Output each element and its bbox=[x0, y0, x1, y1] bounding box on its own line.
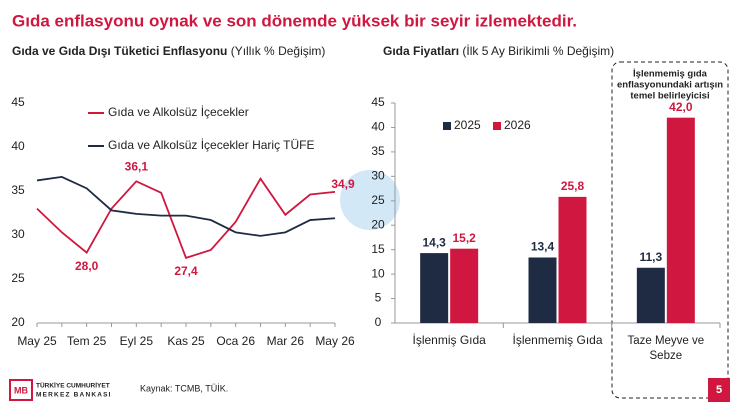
chart-subtitle: (Yıllık % Değişim) bbox=[227, 44, 325, 58]
legend-label: 2025 bbox=[454, 118, 481, 132]
y-tick-label: 25 bbox=[11, 271, 25, 285]
y-tick-label: 35 bbox=[371, 144, 385, 158]
x-tick-label: Mar 26 bbox=[267, 334, 305, 348]
annotation: İşlenmemiş gıda bbox=[633, 69, 708, 80]
bank-name: MERKEZ BANKASI bbox=[36, 392, 112, 399]
bar bbox=[558, 196, 587, 323]
y-tick-label: 5 bbox=[375, 291, 382, 305]
y-tick-label: 10 bbox=[371, 266, 385, 280]
x-tick-label: May 25 bbox=[17, 334, 57, 348]
source-note: Kaynak: TCMB, TÜİK. bbox=[140, 383, 228, 393]
data-label: 34,9 bbox=[331, 177, 355, 191]
highlight-box bbox=[611, 61, 729, 399]
x-tick-label: May 26 bbox=[315, 334, 355, 348]
chart-title-main: Gıda ve Gıda Dışı Tüketici Enflasyonu bbox=[12, 44, 227, 58]
x-tick-label: Kas 25 bbox=[167, 334, 205, 348]
y-tick-label: 35 bbox=[11, 183, 25, 197]
chart-subtitle: (İlk 5 Ay Birikimli % Değişim) bbox=[459, 44, 614, 58]
annotation: enflasyonundaki artışın bbox=[617, 80, 723, 91]
y-tick-label: 45 bbox=[11, 95, 25, 109]
legend-swatch bbox=[443, 122, 451, 130]
y-tick-label: 45 bbox=[371, 95, 385, 109]
data-label: 14,3 bbox=[422, 235, 446, 249]
data-label: 28,0 bbox=[75, 259, 99, 273]
x-tick-label: İşlenmiş Gıda bbox=[412, 333, 486, 347]
x-tick-label: Taze Meyve ve Sebze bbox=[627, 335, 704, 362]
annotation: temel belirleyicisi bbox=[630, 91, 709, 102]
x-tick-label: İşlenmemiş Gıda bbox=[512, 333, 602, 347]
y-tick-label: 0 bbox=[375, 315, 382, 329]
bar bbox=[666, 117, 695, 324]
bar bbox=[420, 253, 449, 323]
logo: MB bbox=[9, 379, 33, 401]
data-label: 36,1 bbox=[125, 159, 149, 173]
series-line bbox=[36, 175, 336, 237]
y-tick-label: 25 bbox=[371, 193, 385, 207]
chart-title-main: Gıda Fiyatları bbox=[383, 44, 459, 58]
data-label: 13,4 bbox=[531, 240, 555, 254]
data-label: 27,4 bbox=[174, 264, 198, 278]
bank-name: TÜRKİYE CUMHURİYET bbox=[36, 381, 110, 390]
bar bbox=[450, 248, 479, 323]
bar bbox=[636, 267, 665, 323]
y-tick-label: 40 bbox=[11, 139, 25, 153]
data-label: 11,3 bbox=[639, 250, 662, 264]
legend-label: 2026 bbox=[504, 118, 531, 132]
y-tick-label: 20 bbox=[371, 217, 385, 231]
legend-label: Gıda ve Alkolsüz İçecekler bbox=[108, 105, 249, 119]
legend-swatch bbox=[493, 122, 501, 130]
chart-title: Gıda Fiyatları (İlk 5 Ay Birikimli % Değ… bbox=[383, 44, 614, 58]
x-tick-label: Eyl 25 bbox=[120, 334, 154, 348]
x-tick-label: Tem 25 bbox=[67, 334, 107, 348]
data-label: 42,0 bbox=[669, 100, 693, 114]
series-line bbox=[36, 176, 336, 259]
svg-text:MB: MB bbox=[14, 385, 28, 395]
y-tick-label: 30 bbox=[371, 169, 385, 183]
y-tick-label: 15 bbox=[371, 242, 385, 256]
y-tick-label: 30 bbox=[11, 227, 25, 241]
watermark bbox=[340, 170, 400, 230]
page-badge bbox=[708, 378, 730, 402]
bar bbox=[528, 257, 557, 323]
page-number: 5 bbox=[716, 384, 722, 396]
slide-title: Gıda enflasyonu oynak ve son dönemde yük… bbox=[12, 11, 577, 30]
chart-title: Gıda ve Gıda Dışı Tüketici Enflasyonu (Y… bbox=[12, 44, 325, 58]
legend-label: Gıda ve Alkolsüz İçecekler Hariç TÜFE bbox=[108, 138, 315, 152]
y-tick-label: 20 bbox=[11, 315, 25, 329]
y-tick-label: 40 bbox=[371, 120, 385, 134]
x-tick-label: Oca 26 bbox=[216, 334, 255, 348]
data-label: 25,8 bbox=[561, 179, 585, 193]
data-label: 15,2 bbox=[452, 231, 476, 245]
